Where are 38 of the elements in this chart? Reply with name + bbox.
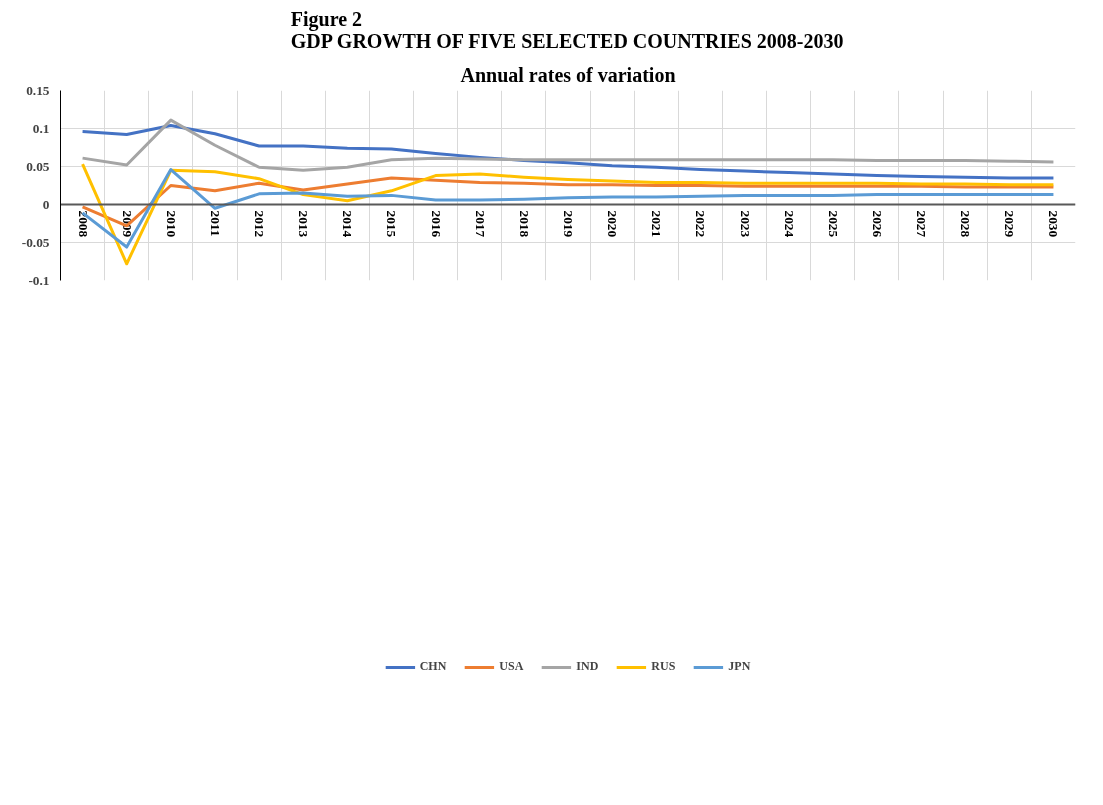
x-tick-label: 2030: [1046, 210, 1062, 238]
y-tick-label: 0.15: [26, 82, 50, 98]
legend-label: USA: [499, 659, 524, 674]
x-tick-label: 2016: [428, 210, 444, 238]
x-tick-label: 2021: [649, 210, 665, 238]
x-tick-label: 2011: [207, 210, 223, 237]
x-tick-label: 2017: [472, 210, 488, 238]
x-tick-label: 2026: [869, 210, 885, 238]
chart-subtitle: Annual rates of variation: [460, 63, 676, 86]
legend-label: CHN: [419, 659, 447, 674]
line-series: [81, 168, 1055, 249]
x-tick-label: 2023: [737, 210, 753, 238]
legend-label: IND: [576, 659, 599, 674]
y-tick-label: 0: [42, 196, 50, 212]
x-tick-label: 2015: [384, 210, 400, 238]
legend-label: JPN: [728, 659, 751, 674]
x-tick-label: 2019: [561, 210, 576, 238]
x-tick-label: 2022: [693, 210, 709, 238]
y-tick-label: 0.1: [32, 120, 50, 136]
line-series: [81, 118, 1055, 172]
x-tick-label: 2012: [252, 210, 268, 238]
x-tick-label: 2010: [163, 210, 179, 238]
line-series: [81, 123, 1055, 180]
x-tick-label: 2013: [296, 210, 312, 238]
x-tick-label: 2027: [914, 210, 930, 238]
x-tick-label: 2020: [605, 210, 621, 238]
y-tick-label: 0.05: [26, 158, 50, 174]
x-tick-label: 2024: [781, 210, 797, 238]
x-tick-label: 2018: [516, 210, 532, 238]
x-tick-label: 2028: [958, 210, 974, 238]
y-tick-label: -0.1: [28, 272, 50, 288]
x-tick-label: 2029: [1002, 210, 1018, 238]
y-tick-label: -0.05: [21, 234, 50, 250]
x-tick-label: 2014: [340, 210, 356, 238]
x-tick-label: 2025: [825, 210, 841, 238]
chart-title: Figure 2 GDP GROWTH OF FIVE SELECTED COUNTRIES 2008-2030: [290, 7, 844, 52]
legend-label: RUS: [651, 659, 676, 674]
line-series: [81, 162, 1055, 266]
